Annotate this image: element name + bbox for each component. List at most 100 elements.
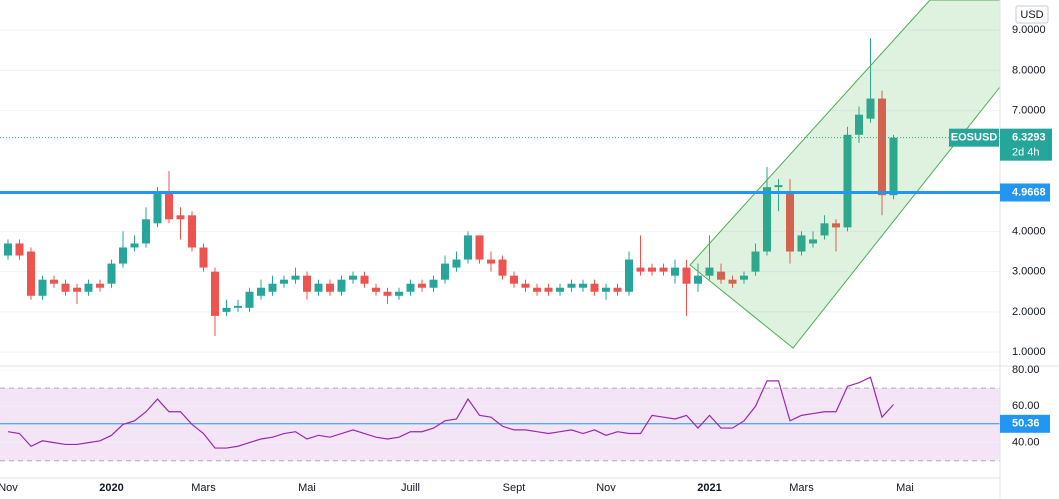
candle-body — [142, 219, 150, 244]
candle-body — [349, 275, 357, 280]
candle-body — [107, 263, 116, 284]
candle-body — [119, 247, 127, 264]
candle-body — [556, 287, 564, 292]
candle-body — [510, 275, 518, 284]
candle-body — [855, 114, 863, 135]
candle-body — [832, 223, 840, 228]
candle-body — [199, 247, 208, 268]
y-tick-label: 3.0000 — [1012, 266, 1046, 278]
candle-body — [188, 215, 196, 248]
candle-body — [383, 291, 392, 296]
candle-body — [176, 215, 185, 220]
x-tick-label: Sept — [503, 482, 526, 494]
candle-body — [521, 283, 530, 288]
candle-body — [61, 283, 70, 292]
symbol-box — [949, 128, 999, 147]
y-tick-label: 80.00 — [1012, 364, 1040, 376]
candle-body — [682, 267, 691, 284]
countdown-label: 2d 4h — [1012, 147, 1040, 159]
y-tick-label: 7.0000 — [1012, 105, 1046, 117]
candle-body — [245, 291, 254, 308]
y-tick-label: 2.0000 — [1012, 306, 1046, 318]
candle-body — [797, 235, 806, 252]
candle-body — [222, 307, 231, 312]
y-tick-label: 8.0000 — [1012, 64, 1046, 76]
candle-body — [878, 98, 886, 196]
candle-body — [763, 187, 771, 252]
candle-body — [73, 287, 81, 292]
candle-body — [452, 259, 461, 268]
candle-body — [314, 283, 323, 292]
candle-body — [257, 287, 265, 296]
candle-body — [84, 283, 93, 292]
candle-body — [533, 287, 541, 292]
candle-body — [728, 279, 737, 284]
x-tick-label: Mai — [896, 482, 914, 494]
candle-body — [579, 283, 587, 288]
rsi-ma-box — [1000, 414, 1050, 433]
candle-body — [475, 235, 484, 260]
candle-body — [326, 283, 334, 292]
y-tick-label: 40.00 — [1012, 437, 1040, 449]
candle-body — [613, 287, 622, 292]
y-tick-label: 9.0000 — [1012, 24, 1046, 36]
y-tick-label: 60.00 — [1012, 400, 1040, 412]
candle-body — [751, 251, 760, 272]
y-tick-label: 1.0000 — [1012, 346, 1046, 358]
candle-body — [590, 283, 599, 292]
candle-body — [418, 283, 426, 288]
candle-body — [268, 283, 277, 292]
x-tick-label: Juill — [401, 482, 420, 494]
last-price-box — [1000, 128, 1052, 161]
candle-body — [337, 279, 346, 292]
x-tick-label: Nov — [596, 482, 616, 494]
last-price-label: 6.3293 — [1012, 132, 1046, 144]
candle-body — [567, 283, 576, 288]
candle-body — [38, 279, 47, 296]
currency: USD — [1020, 9, 1043, 21]
candle-body — [809, 239, 817, 244]
candle-body — [280, 279, 288, 284]
candle-body — [395, 291, 403, 296]
candle-body — [291, 275, 300, 280]
candle-body — [406, 283, 415, 292]
candle-body — [464, 235, 472, 260]
candle-body — [636, 267, 645, 272]
candle-body — [96, 283, 104, 288]
candle-body — [774, 185, 783, 188]
y-tick-label: 4.0000 — [1012, 225, 1046, 237]
currency-box — [1015, 5, 1049, 24]
candle-body — [234, 305, 242, 308]
x-tick-label: 2021 — [697, 482, 721, 494]
level-label-box — [1000, 183, 1050, 202]
rsi-line — [7, 376, 894, 449]
candle-body — [544, 287, 553, 292]
candle-body — [15, 243, 24, 256]
rsi-ma-label: 50.36 — [1012, 418, 1040, 430]
x-tick-label: Mars — [789, 482, 814, 494]
x-tick-label: Mai — [298, 482, 316, 494]
candle-body — [889, 137, 898, 196]
symbol-label: EOSUSD — [951, 132, 998, 144]
candle-body — [487, 259, 495, 264]
candle-body — [498, 259, 507, 276]
candle-body — [671, 267, 679, 276]
level-label: 4.9668 — [1012, 186, 1046, 198]
candle-body — [165, 191, 173, 220]
candle-body — [360, 275, 369, 284]
candle-body — [786, 191, 794, 252]
candle-body — [705, 267, 714, 276]
candle-body — [843, 134, 852, 228]
x-tick-label: Mars — [191, 482, 216, 494]
candle-body — [27, 251, 35, 296]
candle-body — [429, 279, 438, 288]
candle-body — [820, 223, 829, 236]
candle-body — [602, 287, 610, 292]
candle-body — [659, 267, 668, 272]
candle-body — [648, 267, 656, 272]
x-tick-label: Nov — [0, 482, 18, 494]
plot-layer: 1.0000 2.0000 3.0000 4.0000 7.0000 8.0000 9.00… — [0, 24, 1046, 494]
candle-body — [866, 98, 875, 119]
